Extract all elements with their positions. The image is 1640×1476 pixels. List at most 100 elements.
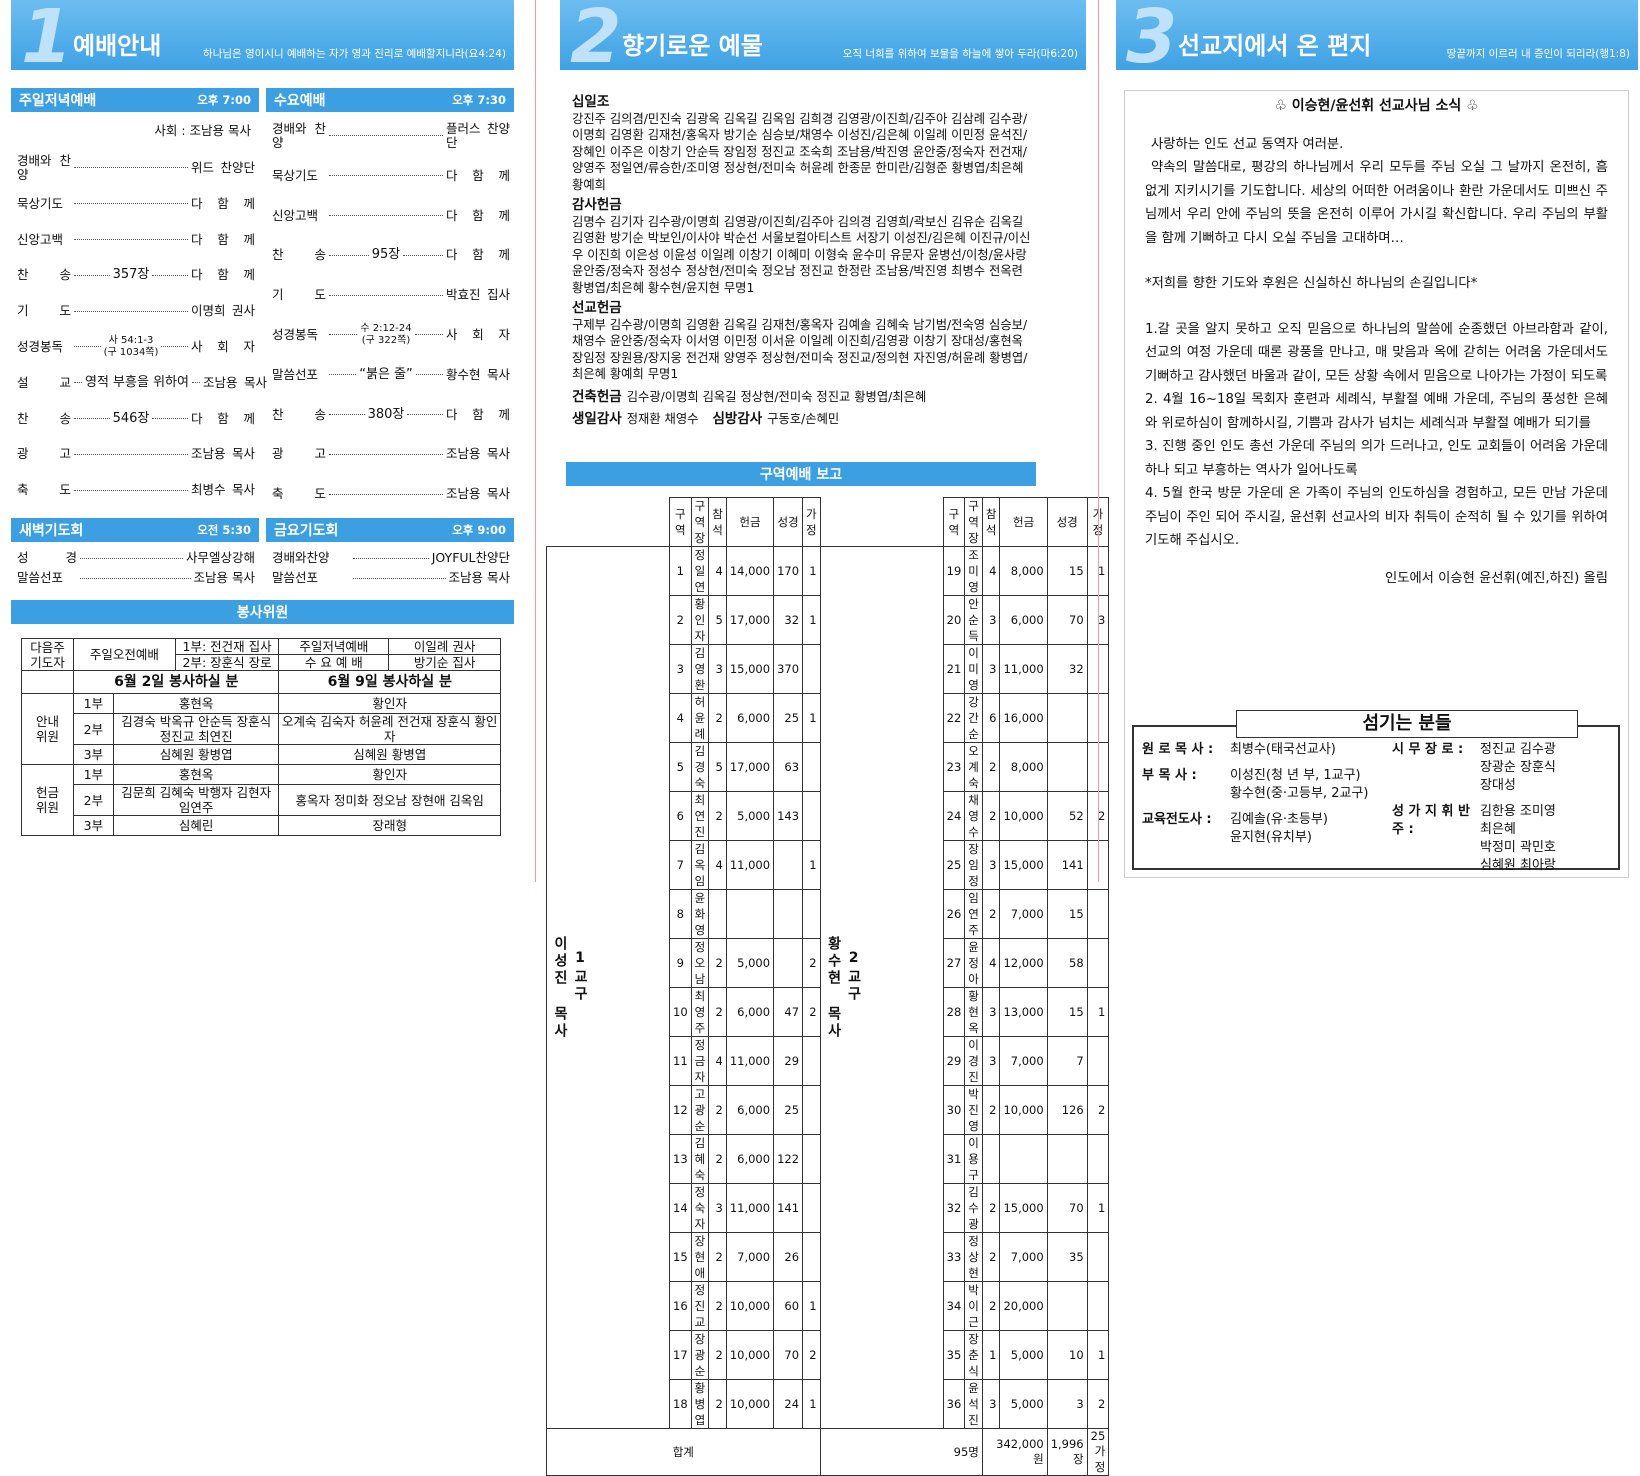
cell (802, 1232, 821, 1282)
cell: 6 (669, 791, 692, 841)
cell: 15,000 (725, 644, 775, 694)
order-person: 조남용 목사 (446, 446, 510, 462)
cell (802, 1134, 821, 1184)
table-row: 헌금 위원 1부 홍현옥 황인자 (21, 764, 501, 836)
order-row: 광 고 조남용 목사 (17, 437, 255, 473)
column-header: 성경 (1046, 497, 1088, 547)
volunteers: 김문희 김혜숙 박행자 김현자 임연주 (112, 784, 280, 816)
leader-dots (74, 418, 110, 420)
order-row: 말씀선포 조남용 목사 (17, 568, 255, 588)
cell: 26 (773, 1232, 804, 1282)
cell: 63 (773, 742, 804, 792)
leader-dots (329, 374, 357, 376)
order-label: 말씀선포 (17, 570, 64, 585)
cell: 4 (981, 546, 1001, 596)
leader-dots (74, 489, 188, 491)
letter-heading: ♧ 이승현/윤선휘 선교사님 소식 ♧ (1274, 98, 1479, 114)
leader-dots (74, 274, 110, 276)
total-offering: 342,000원 (981, 1428, 1048, 1476)
order-row: 성 경 사무엘상강해 (17, 548, 255, 568)
staff-entry: 시 무 장 로 : 정진교 김수광 장광순 장훈식 장대성 (1392, 741, 1617, 795)
cell (999, 1134, 1048, 1184)
order-row: 찬 송 546장 다 함 께 (17, 401, 255, 437)
cell: 27 (942, 938, 966, 988)
cell: 25 (773, 693, 804, 743)
staff-name: 이성진(청 년 부, 1교구) (1230, 768, 1361, 783)
blank-cell (546, 497, 670, 547)
column-header: 가정 (802, 497, 821, 547)
offering-names: 구제부 김수광/이명희 김영환 김옥길 김재천/홍옥자 김예솔 김혜숙 남기범/… (572, 317, 1028, 382)
worship-bar: 주일저녁예배 오후 7:00 (11, 88, 259, 112)
volunteers: 홍현옥 (112, 764, 280, 785)
staff-role: 원 로 목 사 : (1142, 742, 1214, 757)
cell: 5 (708, 595, 727, 645)
column-header: 참석 (981, 497, 1001, 547)
part: 3부 (72, 815, 114, 836)
order-row: 설 교 영적 부흥을 위하여 조남용 목사 (17, 365, 267, 401)
detail-line: “붉은 줄” (359, 366, 413, 382)
staff-title: 섬기는 분들 (1236, 710, 1578, 738)
cell: 박이근 (964, 1281, 983, 1331)
worship-bar: 금요기도회 오후 9:00 (266, 518, 514, 542)
part: 1부 (72, 764, 114, 785)
table-row: 2부: 장훈식 장로 수 요 예 배 방기순 집사 (22, 654, 501, 671)
cell: 오계숙 (964, 742, 983, 792)
worship-bar: 수요예배 오후 7:30 (266, 88, 514, 112)
cell (802, 644, 821, 694)
staff-entry: 원 로 목 사 : 최병수(태국선교사) (1142, 741, 1387, 759)
column-header: 구역장 (964, 497, 983, 547)
cell: 6,000 (725, 987, 775, 1037)
total-attendance: 95명 (819, 1428, 983, 1476)
cell: 윤화영 (690, 889, 710, 939)
cell: 윤석진 (964, 1379, 983, 1429)
cell: 122 (773, 1134, 804, 1184)
offering-title: 선교헌금 (572, 300, 622, 316)
panel-header: 1 예배안내 하나님은 영이시니 예배하는 자가 영과 진리로 예배할지니라(요4:… (11, 0, 514, 70)
leader-dots (74, 167, 188, 169)
leader-dots (152, 274, 188, 276)
cell: 6 (981, 693, 1001, 743)
cell: 강간순 (964, 693, 983, 743)
cell (1086, 1036, 1110, 1086)
cell (1086, 938, 1110, 988)
cell: 3 (981, 987, 1001, 1037)
order-person: 플러스 찬양단 (446, 120, 510, 150)
cell: 11,000 (725, 840, 775, 890)
cell: 26 (942, 889, 966, 939)
detail-line: (구 1034쪽) (103, 346, 159, 358)
week-heading: 6월 9일 봉사하실 분 (278, 670, 501, 694)
morning-label: 주일오전예배 (72, 638, 176, 671)
cell (802, 1085, 821, 1135)
cell: 28 (942, 987, 966, 1037)
cell: 20 (942, 595, 966, 645)
bar-time: 오전 5:30 (197, 523, 251, 537)
cell: 5,000 (725, 938, 775, 988)
prayer-label: 다음주 기도자 (21, 638, 74, 671)
cell: 36 (942, 1379, 966, 1429)
offering-names: 정재환 채영수 (626, 412, 699, 426)
offering-title: 감사헌금 (572, 197, 622, 213)
offering-line: 생일감사 정재환 채영수 심방감사 구동호/손혜민 (572, 411, 1032, 428)
order-detail: 사 54:1-3 (구 1034쪽) (104, 335, 159, 359)
order-person: 최병수 목사 (191, 482, 255, 498)
staff-name: 박정미 곽민호 (1480, 840, 1556, 855)
cell: 7,000 (999, 889, 1048, 939)
section-number: 1 (21, 0, 73, 70)
staff-name: 정진교 김수광 (1480, 742, 1556, 757)
bulletin: 1 예배안내 하나님은 영이시니 예배하는 자가 영과 진리로 예배할지니라(요4:… (11, 0, 1638, 1476)
leader-dots (74, 453, 188, 455)
table-row: 3부 심혜원 황병엽 심혜원 황병엽 (22, 744, 501, 765)
cell (1046, 1134, 1088, 1184)
cell: 9 (669, 938, 692, 988)
cell: 7,000 (999, 1036, 1048, 1086)
leader-dots (191, 382, 200, 384)
order-label: 찬 송 (272, 247, 326, 263)
order-label: 성경봉독 (272, 326, 319, 342)
leader-dots (353, 557, 429, 559)
cell: 4 (708, 1036, 727, 1086)
letter-box: ♧ 이승현/윤선휘 선교사님 소식 ♧ 사랑하는 인도 선교 동역자 여러분. 약속… (1124, 90, 1629, 878)
cell: 1 (1086, 1183, 1110, 1233)
cell: 3 (981, 644, 1001, 694)
leader-dots (415, 374, 444, 376)
offering-title: 심방감사 (712, 411, 763, 427)
